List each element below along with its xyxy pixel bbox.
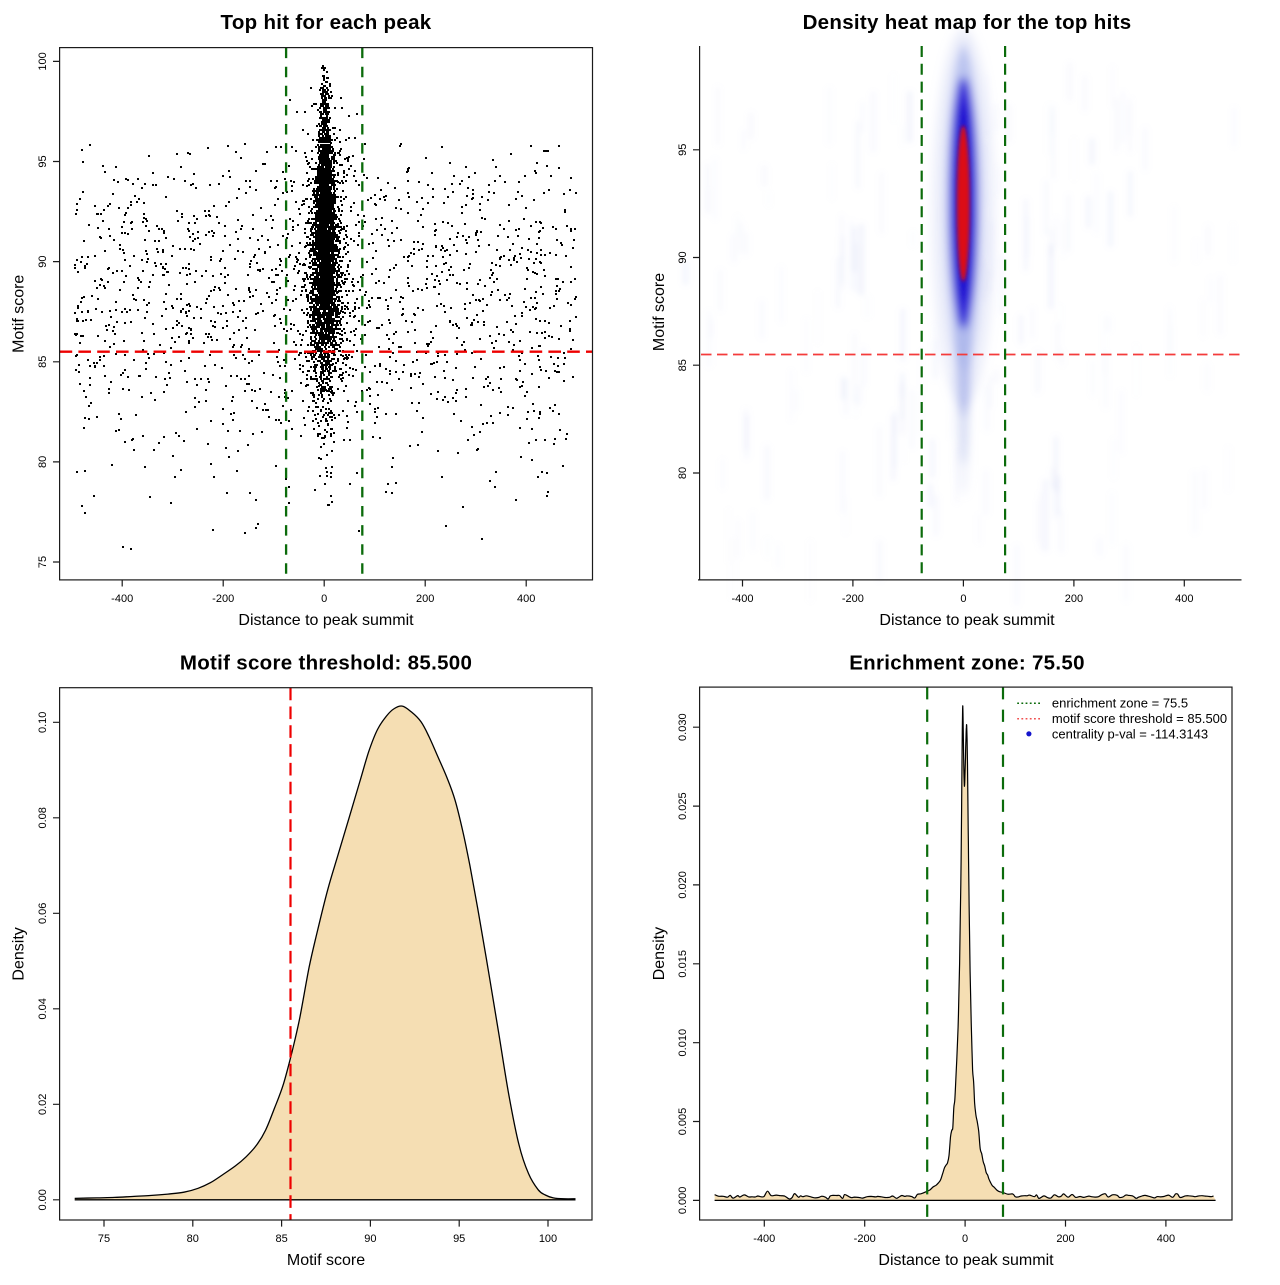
svg-text:400: 400 (1157, 1233, 1175, 1245)
svg-text:0: 0 (321, 593, 327, 605)
svg-text:85: 85 (275, 1233, 287, 1245)
svg-text:100: 100 (37, 52, 49, 70)
svg-text:0.08: 0.08 (37, 807, 49, 828)
svg-text:95: 95 (453, 1233, 465, 1245)
svg-text:Distance to peak summit: Distance to peak summit (878, 1252, 1054, 1269)
svg-text:0.02: 0.02 (37, 1094, 49, 1115)
svg-text:Enrichment zone: 75.50: Enrichment zone: 75.50 (849, 651, 1085, 674)
svg-text:-200: -200 (842, 593, 864, 605)
svg-text:80: 80 (37, 456, 49, 468)
svg-text:enrichment zone = 75.5: enrichment zone = 75.5 (1052, 696, 1188, 711)
svg-text:0.04: 0.04 (37, 998, 49, 1019)
svg-text:200: 200 (416, 593, 434, 605)
svg-text:100: 100 (539, 1233, 557, 1245)
svg-text:400: 400 (1175, 593, 1193, 605)
svg-text:-200: -200 (854, 1233, 876, 1245)
svg-text:80: 80 (187, 1233, 199, 1245)
svg-text:0.000: 0.000 (677, 1187, 689, 1215)
svg-text:90: 90 (677, 251, 689, 263)
svg-text:85: 85 (37, 356, 49, 368)
svg-text:Distance to peak summit: Distance to peak summit (879, 612, 1055, 629)
svg-text:Motif score: Motif score (287, 1252, 365, 1269)
svg-text:95: 95 (37, 155, 49, 167)
svg-text:85: 85 (677, 359, 689, 371)
svg-text:80: 80 (677, 467, 689, 479)
svg-text:75: 75 (37, 556, 49, 568)
svg-text:centrality p-val = -114.3143: centrality p-val = -114.3143 (1052, 726, 1208, 741)
svg-text:Motif score threshold: 85.500: Motif score threshold: 85.500 (180, 651, 472, 674)
svg-text:0.010: 0.010 (677, 1029, 689, 1057)
svg-text:200: 200 (1056, 1233, 1074, 1245)
svg-text:motif score threshold = 85.500: motif score threshold = 85.500 (1052, 711, 1227, 726)
svg-text:Density heat map for the top h: Density heat map for the top hits (803, 11, 1132, 34)
svg-text:90: 90 (37, 255, 49, 267)
svg-text:-400: -400 (731, 593, 753, 605)
svg-text:-400: -400 (111, 593, 133, 605)
svg-text:0.015: 0.015 (677, 950, 689, 978)
svg-text:400: 400 (517, 593, 535, 605)
svg-text:Density: Density (651, 927, 668, 980)
svg-text:0.10: 0.10 (37, 712, 49, 733)
svg-text:-200: -200 (212, 593, 234, 605)
svg-text:-400: -400 (753, 1233, 775, 1245)
svg-text:Motif score: Motif score (10, 275, 27, 353)
svg-text:90: 90 (364, 1233, 376, 1245)
svg-text:Motif score: Motif score (651, 273, 668, 351)
svg-text:0: 0 (960, 593, 966, 605)
svg-text:95: 95 (677, 144, 689, 156)
svg-text:0.005: 0.005 (677, 1108, 689, 1136)
svg-text:Density: Density (10, 927, 27, 980)
svg-text:0.020: 0.020 (677, 871, 689, 899)
svg-text:0.030: 0.030 (677, 713, 689, 741)
svg-text:0.06: 0.06 (37, 903, 49, 924)
svg-text:75: 75 (98, 1233, 110, 1245)
svg-text:0: 0 (962, 1233, 968, 1245)
svg-text:0.00: 0.00 (37, 1189, 49, 1210)
svg-text:Top hit for each peak: Top hit for each peak (221, 11, 432, 34)
svg-text:Distance to peak summit: Distance to peak summit (238, 612, 414, 629)
svg-text:200: 200 (1065, 593, 1083, 605)
svg-text:0.025: 0.025 (677, 792, 689, 820)
